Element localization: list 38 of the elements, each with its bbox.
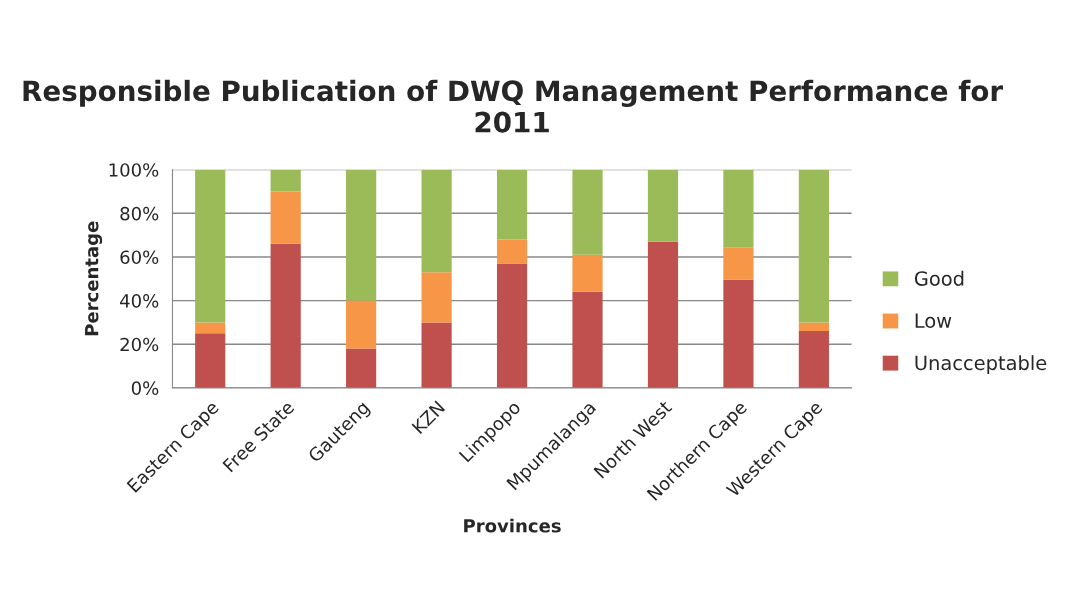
bar [572, 254, 603, 292]
bar [496, 239, 528, 264]
y-tick-label: 80% [120, 206, 159, 221]
bar [723, 169, 754, 248]
legend-label: Unacceptable [915, 355, 1047, 374]
bar [346, 300, 377, 349]
bar [723, 279, 754, 388]
bar [572, 169, 603, 255]
y-tick-label: 60% [120, 250, 159, 265]
bar [346, 169, 377, 301]
bar [421, 272, 452, 323]
x-axis-title: Provinces [464, 518, 561, 533]
bar [195, 333, 226, 388]
bar [647, 241, 679, 388]
bar [647, 169, 679, 242]
legend-label: Good [914, 270, 964, 286]
bar [798, 322, 829, 332]
y-tick-label: 0% [131, 381, 159, 395]
bar [723, 247, 754, 280]
bar [421, 169, 452, 273]
bar [798, 331, 829, 388]
y-tick-label: 100% [109, 163, 159, 177]
bar [798, 169, 829, 323]
bar [421, 322, 452, 388]
bar [195, 322, 226, 334]
bar [270, 191, 301, 244]
chart-title: Responsible Publication of DWQ Management Performance for 2011 [23, 79, 1004, 133]
bar [270, 243, 301, 388]
bar [270, 169, 301, 192]
bar [572, 291, 603, 388]
y-tick-label: 20% [120, 337, 159, 352]
y-tick-label: 40% [120, 294, 159, 308]
legend-label: Low [915, 313, 952, 329]
bar [195, 169, 226, 323]
bar [346, 348, 377, 388]
bar [496, 169, 528, 240]
y-axis-title: Percentage [85, 221, 103, 336]
bar [496, 263, 528, 388]
